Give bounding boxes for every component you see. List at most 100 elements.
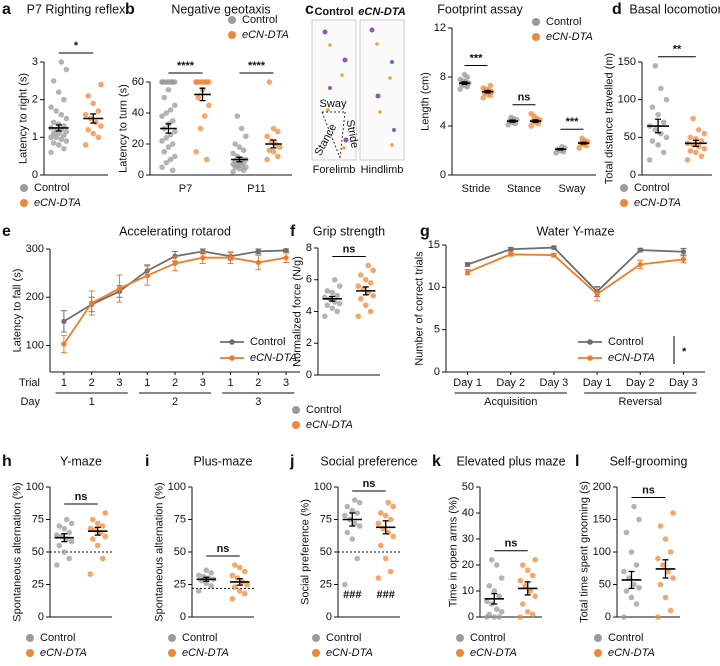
data-point — [532, 593, 538, 599]
image-title: Control — [314, 6, 353, 18]
legend-marker — [312, 634, 320, 642]
data-point — [579, 135, 585, 142]
data-point — [227, 255, 234, 261]
legend-marker — [312, 649, 320, 657]
image-label: Sway — [320, 98, 347, 110]
data-point — [63, 138, 70, 144]
data-point — [95, 134, 102, 141]
legend-label: Control — [634, 182, 669, 194]
x-tick-label: Day 2 — [626, 377, 655, 389]
data-point — [519, 601, 526, 607]
y-tick-label: 75 — [320, 513, 332, 525]
significance-label: ns — [343, 243, 356, 255]
legend-marker — [292, 406, 300, 414]
data-point — [231, 562, 238, 568]
chart-title: Negative geotaxis — [171, 2, 270, 16]
data-point — [387, 568, 394, 575]
data-point — [349, 507, 356, 514]
y-tick-label: 40 — [462, 507, 474, 519]
significance-label: ns — [642, 484, 655, 496]
y-tick-label: 50 — [320, 546, 332, 558]
data-point — [63, 66, 70, 73]
x-tick-label: Day 1 — [583, 377, 612, 389]
data-point — [528, 110, 534, 117]
x-tick-label: Day 2 — [496, 377, 525, 389]
data-point — [334, 308, 341, 315]
data-point — [61, 549, 68, 555]
legend-label: eCN-DTA — [546, 31, 593, 43]
data-point — [464, 261, 471, 268]
y-tick-label: 75 — [32, 513, 44, 525]
legend-label: eCN-DTA — [34, 197, 81, 209]
data-point — [159, 138, 165, 144]
y-tick-label: 5 — [434, 324, 440, 336]
data-point — [255, 259, 261, 266]
x-tick-label: 1 — [144, 377, 150, 389]
data-point — [87, 571, 94, 577]
y-tick-label: 10 — [462, 585, 474, 597]
data-point — [370, 292, 376, 299]
data-point — [204, 79, 210, 85]
y-tick-label: 50 — [174, 546, 186, 558]
data-point — [660, 562, 666, 568]
data-point — [197, 125, 204, 132]
data-point — [375, 575, 382, 581]
data-point — [283, 255, 289, 261]
data-point — [163, 135, 170, 141]
data-point — [94, 520, 101, 527]
data-point — [203, 567, 210, 573]
y-tick-label: 100 — [26, 481, 44, 493]
y-tick-label: 25 — [320, 578, 332, 590]
data-point — [243, 164, 249, 171]
panel-letter: f — [290, 223, 296, 240]
data-point — [61, 341, 67, 347]
y-tick-label: 8 — [306, 242, 312, 254]
data-point — [172, 102, 178, 109]
y-tick-label: 50 — [462, 481, 474, 493]
x-tick-label: Day 3 — [540, 377, 569, 389]
x-tick-label: Day 3 — [669, 377, 698, 389]
data-point — [623, 588, 630, 594]
data-point — [99, 523, 106, 529]
legend-marker — [620, 199, 628, 207]
panel-letter: k — [432, 453, 441, 470]
legend-marker — [532, 18, 540, 26]
data-point — [336, 283, 343, 289]
x-tick-label: 2 — [172, 377, 178, 389]
data-point — [200, 255, 206, 261]
data-point — [229, 596, 236, 602]
data-point — [508, 114, 514, 121]
data-point — [390, 533, 396, 540]
y-tick-label: 0 — [38, 611, 44, 623]
data-point — [524, 567, 531, 573]
significance-label: **** — [177, 60, 195, 72]
data-point — [231, 584, 238, 590]
data-point — [165, 86, 172, 93]
data-point — [167, 107, 174, 113]
image-label: Stride — [344, 119, 361, 149]
y-tick-label: 50 — [624, 131, 636, 143]
data-point — [351, 497, 358, 503]
data-point — [56, 542, 63, 549]
data-point — [667, 549, 674, 555]
data-point — [655, 142, 661, 148]
data-point — [701, 145, 708, 152]
data-point — [623, 529, 630, 536]
data-point — [486, 611, 493, 618]
x-tick-label: 3 — [200, 377, 206, 389]
chart-title: Accelerating rotarod — [119, 224, 231, 238]
y-tick-label: 100 — [168, 481, 186, 493]
data-point — [493, 562, 500, 568]
data-point — [355, 313, 362, 320]
y-tick-label: 25 — [32, 578, 44, 590]
data-point — [54, 532, 60, 538]
y-axis-label: Total distance travelled (m) — [603, 53, 615, 184]
data-point — [54, 562, 60, 568]
data-point — [94, 542, 101, 549]
y-tick-label: 15 — [428, 239, 440, 251]
y-tick-label: 50 — [599, 578, 611, 590]
data-point — [99, 555, 106, 562]
legend-marker — [620, 184, 628, 192]
data-point — [322, 313, 328, 320]
data-point — [665, 568, 671, 575]
